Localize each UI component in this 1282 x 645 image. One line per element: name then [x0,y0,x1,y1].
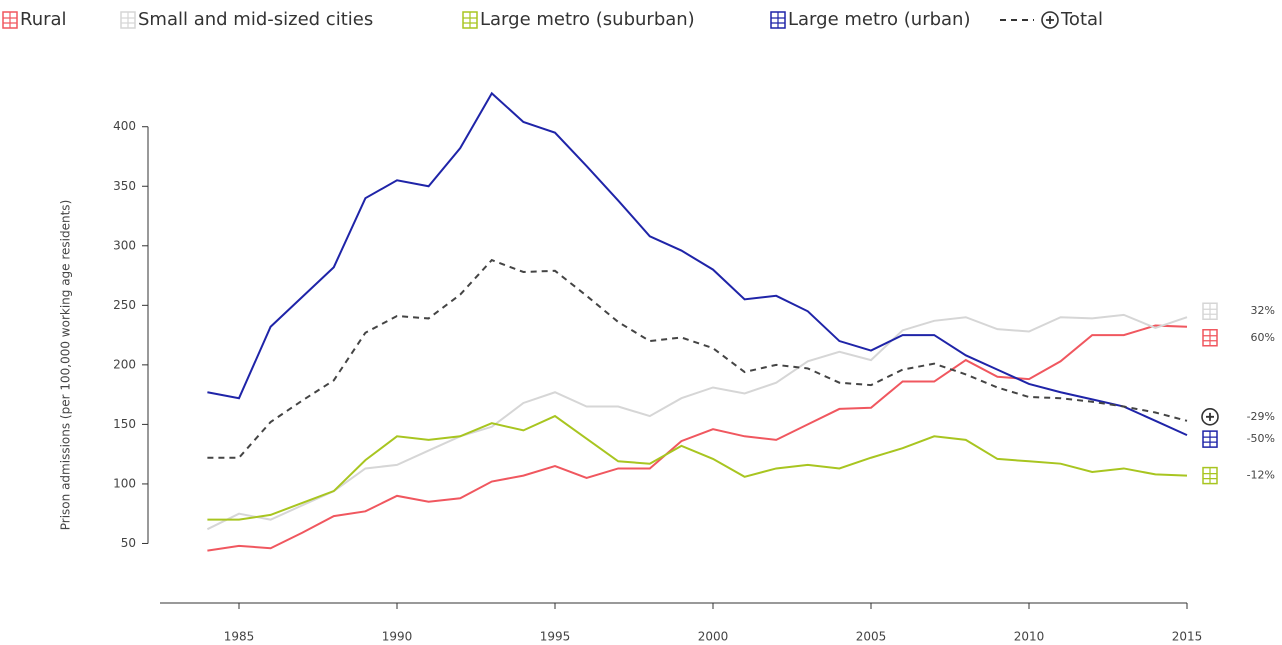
y-axis-label: Prison admissions (per 100,000 working a… [59,200,73,530]
x-tick-label: 2015 [1172,630,1203,644]
series-line [207,91,1188,437]
end-marker [1202,466,1218,485]
icon [463,12,477,28]
icon [1041,11,1059,29]
legend-item: Small and mid-sized cities [120,9,373,30]
icon [771,12,785,28]
legend-label: Rural [20,9,67,30]
legend-item: Rural [2,9,67,30]
series-line [207,324,1188,552]
y-tick-label: 300 [113,238,136,252]
end-marker [1201,408,1219,426]
y-tick-label: 250 [113,298,136,312]
end-marker [1202,329,1218,347]
legend-label: Small and mid-sized cities [138,9,373,30]
icon [121,12,135,28]
icon [1203,303,1217,320]
series-line [207,258,1188,459]
legend-item: Large metro (urban) [770,9,971,30]
end-label: -12% [1247,469,1275,482]
legend-item: Total [1000,9,1103,30]
y-tick-label: 400 [113,119,136,133]
end-label: 60% [1251,331,1275,344]
icon [1046,16,1054,24]
x-tick-label: 1990 [382,630,413,644]
legend-label: Total [1060,9,1103,30]
icon [1203,329,1217,346]
y-tick-label: 350 [113,179,136,193]
icon [1206,412,1214,421]
y-tick-label: 50 [121,536,136,550]
x-tick-label: 1985 [224,630,255,644]
end-label: 32% [1251,304,1275,317]
x-tick-label: 1995 [540,630,571,644]
end-marker [1202,430,1218,448]
icon [3,12,17,28]
series-line [207,414,1188,521]
x-tick-label: 2005 [856,630,887,644]
icon [1203,467,1217,484]
x-tick-label: 2000 [698,630,729,644]
legend-label: Large metro (suburban) [480,9,695,30]
series-line [206,313,1188,531]
legend-item: Large metro (suburban) [462,9,695,30]
icon [1203,431,1217,448]
end-marker [1202,302,1218,320]
y-tick-label: 100 [113,476,136,490]
y-tick-label: 200 [113,357,136,371]
x-tick-label: 2010 [1014,630,1045,644]
legend-label: Large metro (urban) [788,9,971,30]
end-label: -29% [1247,410,1275,423]
icon [1201,408,1219,426]
y-tick-label: 150 [113,417,136,431]
end-label: -50% [1247,432,1275,445]
